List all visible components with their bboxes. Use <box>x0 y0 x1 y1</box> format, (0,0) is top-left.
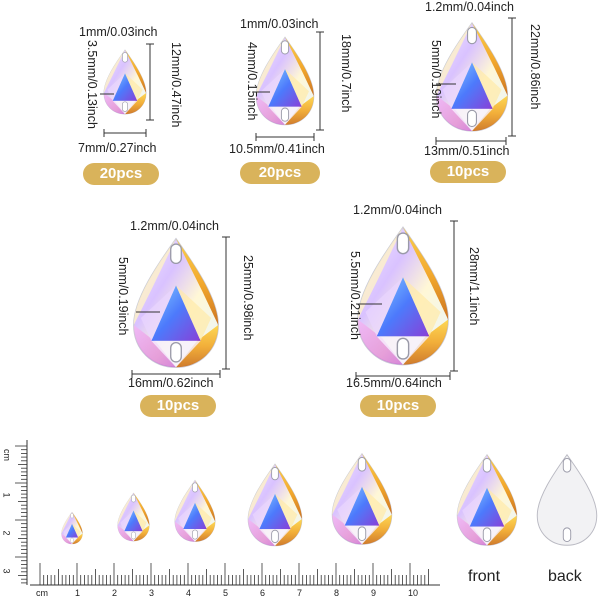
gem-compare-1 <box>61 510 83 546</box>
h-number-9: 9 <box>371 588 377 598</box>
dimension-lines <box>254 31 324 141</box>
h-number-6: 6 <box>260 588 266 598</box>
dimension-lines <box>131 236 230 378</box>
quantity-badge: 20pcs <box>240 162 320 184</box>
h-number-3: 3 <box>149 588 155 598</box>
gem-compare-4 <box>247 462 303 548</box>
h-number-5: 5 <box>223 588 229 598</box>
h-number-7: 7 <box>297 588 303 598</box>
vertical-tick-marks <box>15 445 27 584</box>
dimension-lines <box>100 43 154 137</box>
gem-back <box>536 452 598 548</box>
product-5: 1.2mm/0.04inch 5.5mm/0.21inch 28mm/1.1in… <box>300 195 600 420</box>
front-caption: front <box>468 568 501 585</box>
gem-compare-5 <box>331 451 393 547</box>
h-number-2: 2 <box>112 588 118 598</box>
v-number-3: 3 <box>1 568 12 574</box>
width-label: 16.5mm/0.64inch <box>346 376 442 390</box>
ruler-horizontal: cm 1 2 3 4 5 6 7 8 9 10 <box>30 560 440 600</box>
dimension-lines <box>435 17 516 145</box>
product-4: 1.2mm/0.04inch 5mm/0.19inch 25mm/0.98inc… <box>0 195 300 417</box>
width-label: 7mm/0.27inch <box>78 141 157 155</box>
back-caption: back <box>548 568 582 585</box>
h-number-8: 8 <box>334 588 340 598</box>
ruler-unit-label: cm <box>2 449 12 461</box>
gem-front <box>456 452 518 548</box>
width-label: 10.5mm/0.41inch <box>229 142 325 156</box>
product-1: 1mm/0.03inch 3.5mm/0.13inch 12mm/0.47inc… <box>0 0 200 190</box>
h-number-10: 10 <box>408 588 419 598</box>
dimension-lines <box>355 220 458 380</box>
width-label: 13mm/0.51inch <box>424 144 510 158</box>
quantity-badge: 10pcs <box>140 395 216 417</box>
hole-length-label: 1.2mm/0.04inch <box>130 219 219 233</box>
quantity-badge: 10pcs <box>360 395 436 417</box>
h-number-4: 4 <box>186 588 192 598</box>
hole-length-label: 1.2mm/0.04inch <box>425 0 514 14</box>
hole-length-label: 1mm/0.03inch <box>79 25 158 39</box>
v-number-2: 2 <box>1 530 12 536</box>
quantity-badge: 10pcs <box>430 161 506 183</box>
horizontal-tick-marks <box>30 563 440 586</box>
gem-compare-2 <box>117 489 150 545</box>
ruler-unit-label-bottom: cm <box>36 588 48 598</box>
hole-length-label: 1.2mm/0.04inch <box>353 203 442 217</box>
h-number-1: 1 <box>75 588 81 598</box>
v-number-1: 1 <box>1 492 12 498</box>
product-2: 1mm/0.03inch 4mm/0.15inch 18mm/0.7inch 1… <box>0 0 600 190</box>
width-label: 16mm/0.62inch <box>128 376 214 390</box>
gem-compare-3 <box>174 474 216 548</box>
quantity-badge: 20pcs <box>83 163 159 185</box>
product-3: 1.2mm/0.04inch 5mm/0.19inch 22mm/0.86inc… <box>0 0 600 190</box>
hole-length-label: 1mm/0.03inch <box>240 17 319 31</box>
